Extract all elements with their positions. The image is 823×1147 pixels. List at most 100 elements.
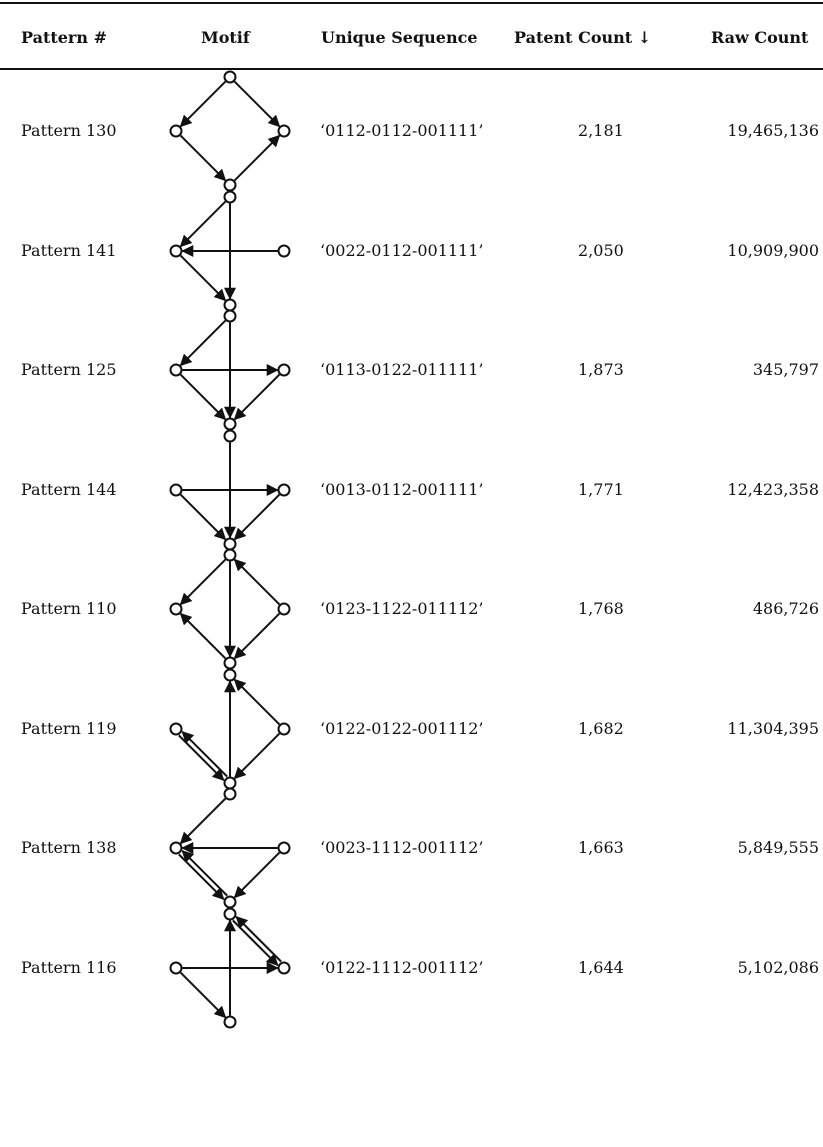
table-row: Pattern 144 ‘0013-0112-001111’ 1,771 12,423… (0, 429, 823, 550)
table-row: Pattern 130 ‘0112-0112-001111’ 2,181 19,465… (0, 70, 823, 192)
motif-node-T (223, 548, 237, 562)
unique-sequence: ‘0013-0112-001111’ (320, 479, 484, 499)
unique-sequence: ‘0023-1112-001112’ (320, 838, 484, 857)
motif-edge-R-T (235, 915, 282, 962)
pattern-name: Pattern 116 (21, 957, 117, 977)
motif-node-R (277, 722, 291, 735)
table-row: Pattern 119 ‘0122-0122-001112’ 1,682 11,304… (0, 668, 823, 789)
patent-count: 1,771 (578, 479, 624, 499)
raw-count: 5,849,555 (737, 838, 819, 857)
column-header-patent-count-sorted[interactable]: Patent Count ↓ (514, 28, 652, 47)
motif-edge-L-B (179, 134, 227, 182)
motif-node-L (169, 961, 183, 974)
motif-edge-B-R (233, 134, 281, 182)
motif-node-R (277, 841, 291, 855)
unique-sequence: ‘0113-0122-011111’ (320, 360, 484, 379)
unique-sequence: ‘0123-1122-011112’ (320, 599, 484, 618)
motif-edge-B-L (179, 612, 227, 660)
motif-graph (169, 309, 291, 431)
raw-count: 12,423,358 (727, 479, 819, 499)
unique-sequence: ‘0122-1112-001112’ (320, 957, 484, 977)
patent-count: 2,181 (578, 121, 624, 140)
patent-count: 1,644 (578, 957, 624, 977)
motif-edge-T-L (179, 319, 227, 367)
table-row: Pattern 110 ‘0123-1122-011112’ 1,768 486,72… (0, 548, 823, 670)
motif-node-L (169, 602, 183, 616)
column-header-motif: Motif (201, 28, 250, 47)
column-header-pattern: Pattern # (21, 28, 107, 47)
motif-edge-R-B (233, 493, 281, 540)
motif-node-R (277, 244, 291, 257)
motif-edge-L-B (179, 254, 227, 301)
table-row: Pattern 138 ‘0023-1112-001112’ 1,663 5,849,… (0, 787, 823, 909)
motif-edge-L-B (179, 493, 227, 540)
raw-count: 19,465,136 (727, 121, 819, 140)
raw-count: 10,909,900 (727, 240, 819, 260)
table-row: Pattern 116 ‘0122-1112-001112’ 1,644 5,102,… (0, 907, 823, 1028)
patent-count: 1,682 (578, 718, 624, 738)
motif-node-T (223, 787, 237, 801)
motif-edge-R-B (233, 373, 281, 421)
raw-count: 486,726 (752, 599, 819, 618)
motif-graph (169, 70, 291, 192)
motif-edge-T-L (179, 80, 227, 128)
motif-edge-L-B (178, 734, 225, 781)
patent-count: 1,873 (578, 360, 624, 379)
motif-edge-L-B (178, 853, 225, 901)
unique-sequence: ‘0022-0112-001111’ (320, 240, 484, 260)
motif-graph (169, 787, 291, 909)
raw-count: 5,102,086 (737, 957, 819, 977)
motif-node-R (277, 363, 291, 377)
pattern-name: Pattern 125 (21, 360, 117, 379)
motif-node-L (169, 483, 183, 496)
motif-node-R (277, 483, 291, 496)
pattern-name: Pattern 144 (21, 479, 117, 499)
motif-edge-L-B (179, 373, 227, 421)
motif-edge-B-L (181, 730, 228, 777)
pattern-name: Pattern 141 (21, 240, 117, 260)
motif-graph (169, 548, 291, 670)
motif-node-B (223, 1015, 237, 1028)
pattern-name: Pattern 110 (21, 599, 117, 618)
motif-edge-R-T (233, 558, 281, 606)
patent-count: 1,663 (578, 838, 624, 857)
column-header-raw-count: Raw Count (711, 28, 809, 47)
motif-node-R (277, 602, 291, 616)
motif-node-L (169, 363, 183, 377)
motif-edge-R-B (233, 851, 281, 899)
motif-edge-T-R (233, 80, 281, 128)
motif-edge-T-R (232, 919, 279, 966)
unique-sequence: ‘0122-0122-001112’ (320, 718, 484, 738)
patent-count: 1,768 (578, 599, 624, 618)
motif-edge-R-B (233, 612, 281, 660)
table-row: Pattern 141 ‘0022-0112-001111’ 2,050 10,909… (0, 190, 823, 311)
raw-count: 11,304,395 (727, 718, 819, 738)
motif-node-L (169, 124, 183, 138)
motif-edge-R-T (233, 678, 281, 725)
motif-edge-B-L (181, 849, 228, 897)
motif-graph (169, 668, 291, 789)
motif-graph (169, 429, 291, 550)
raw-count: 345,797 (752, 360, 819, 379)
motif-node-T (223, 70, 237, 84)
motif-edge-T-L (179, 797, 227, 845)
pattern-name: Pattern 119 (21, 718, 117, 738)
motif-graph (169, 190, 291, 311)
motif-node-R (277, 124, 291, 138)
motif-graph (169, 907, 291, 1028)
motif-node-R (277, 961, 291, 974)
motif-node-L (169, 841, 183, 855)
pattern-name: Pattern 130 (21, 121, 117, 140)
unique-sequence: ‘0112-0112-001111’ (320, 121, 484, 140)
motif-node-L (169, 722, 183, 735)
motif-node-T (223, 190, 237, 203)
pattern-name: Pattern 138 (21, 838, 117, 857)
header-divider-rule (0, 68, 823, 70)
motif-node-T (223, 429, 237, 442)
motif-node-T (223, 309, 237, 323)
motif-edge-T-L (179, 200, 227, 247)
motif-node-L (169, 244, 183, 257)
motif-node-T (223, 907, 237, 920)
table-top-rule (0, 2, 823, 4)
